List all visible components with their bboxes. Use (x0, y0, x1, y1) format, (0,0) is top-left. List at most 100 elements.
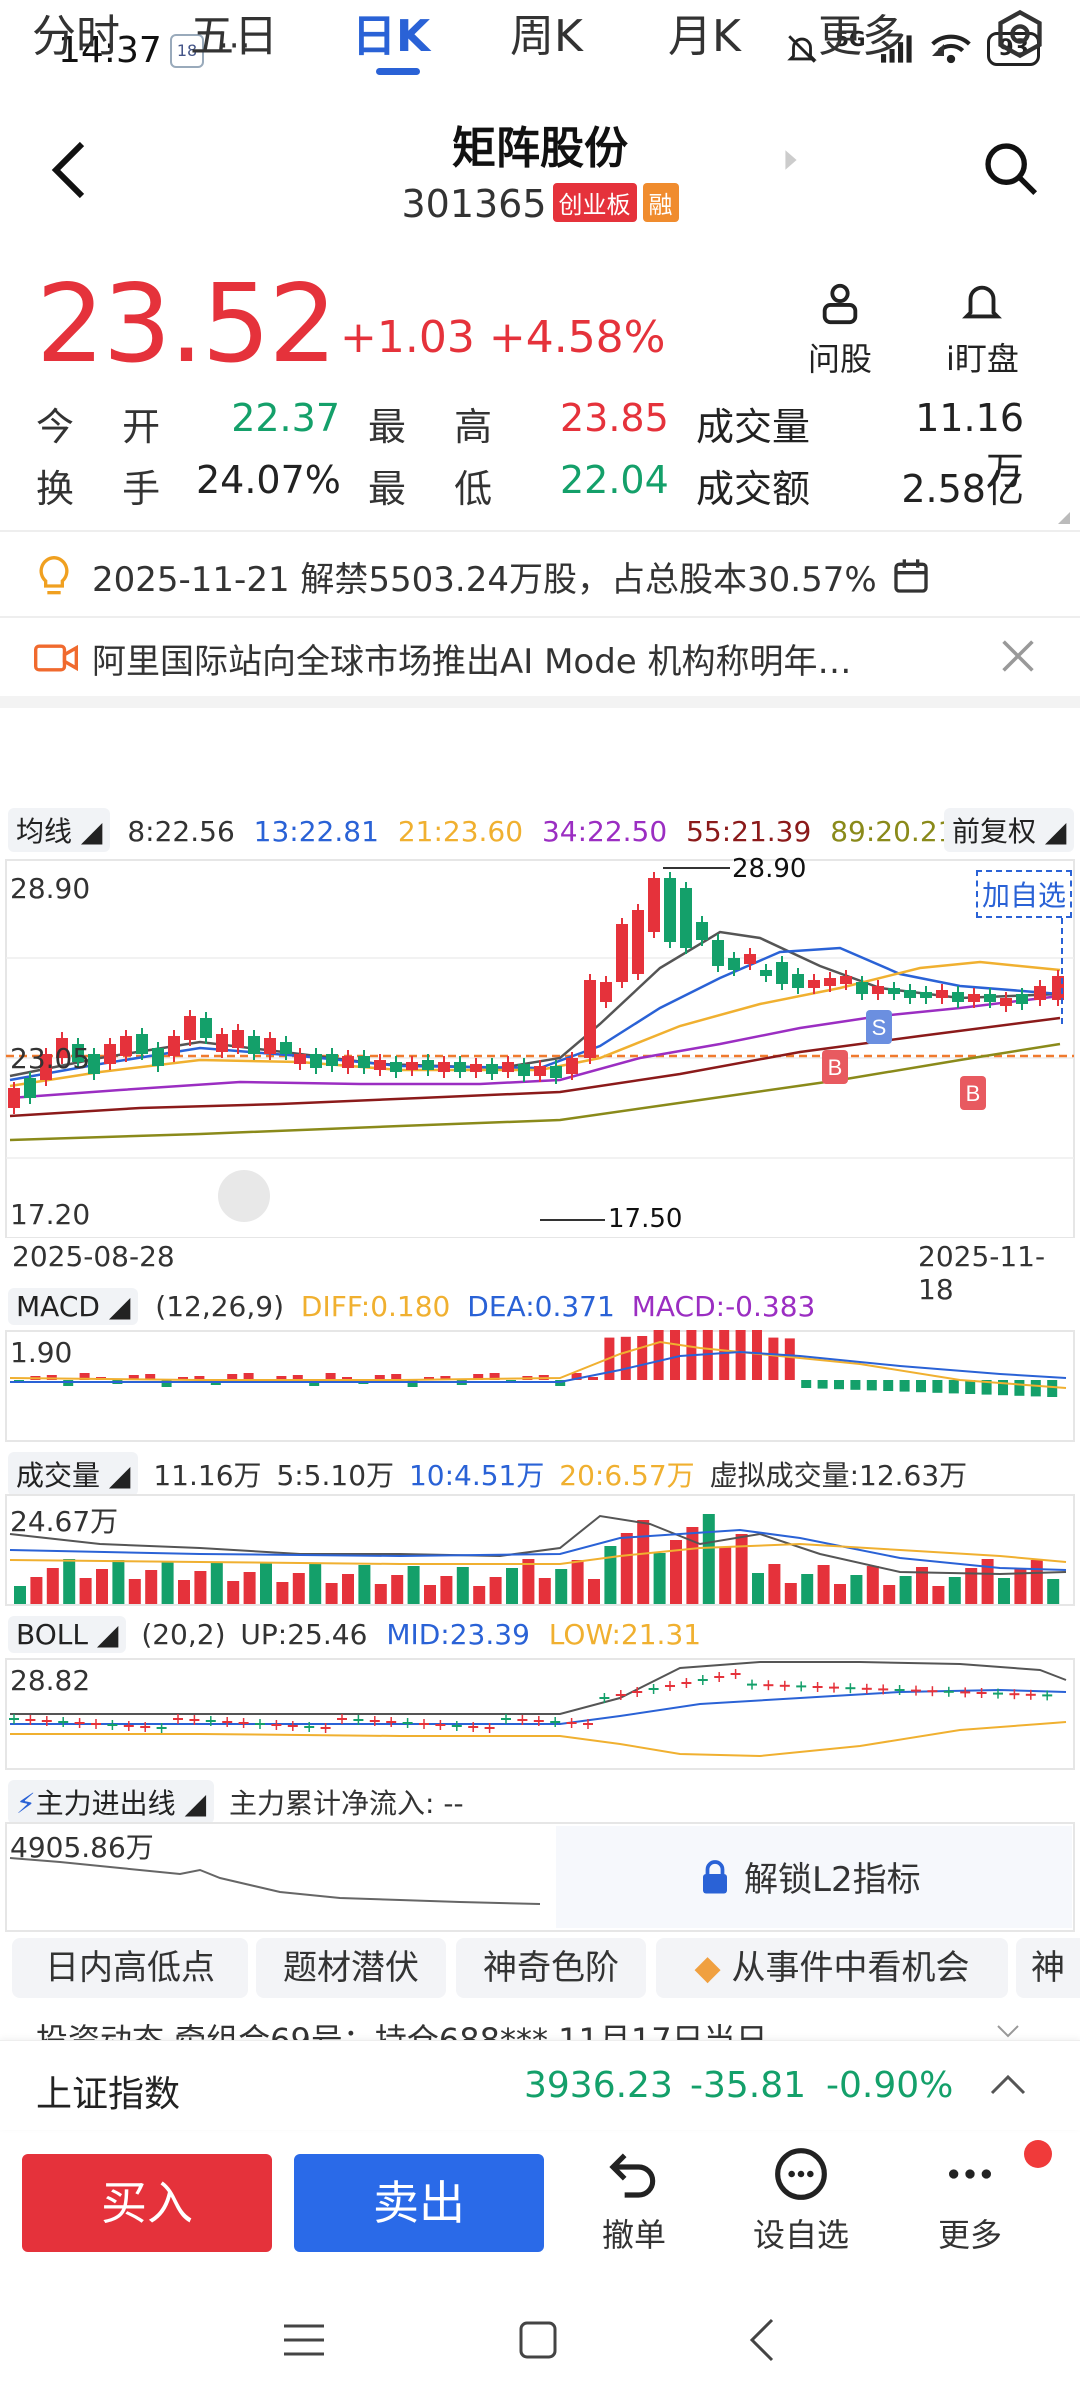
candle-body (24, 1078, 36, 1098)
home-nav-icon[interactable] (518, 2320, 558, 2360)
candle-body (88, 1054, 100, 1074)
tab-five-day[interactable]: 五日 (190, 11, 278, 62)
volume-bar (538, 1578, 551, 1604)
buy-signal-icon (822, 1050, 848, 1084)
cancel-order-button[interactable]: 撤单 (584, 2146, 684, 2256)
volume-value: 11.16万 (915, 396, 1024, 493)
sell-signal-icon: S (872, 1015, 887, 1040)
volume-bar (1014, 1569, 1027, 1604)
tab-more[interactable]: 更多 (818, 11, 906, 62)
boll-low-line (10, 1721, 1067, 1758)
volume-bar (604, 1546, 617, 1604)
news-ticker[interactable]: 投资动态 牵组合69号：持仓688*** 11月17日当日 (36, 2021, 768, 2040)
volume-bar (850, 1575, 863, 1604)
macd-bar (719, 1330, 730, 1380)
volume-bar (981, 1559, 994, 1604)
volume-ma5: 5:5.10万 (276, 1459, 395, 1492)
divider (0, 616, 1080, 618)
macd-bar (620, 1336, 631, 1380)
sell-signal-icon (866, 1010, 892, 1044)
ma-toggle[interactable]: 均线 ◢ (8, 808, 111, 852)
volume-ma20-line (9, 1542, 1067, 1565)
macd-toggle[interactable]: MACD ◢ (8, 1288, 139, 1325)
event-opportunity-button[interactable]: ◆ 从事件中看机会 (656, 1938, 1008, 1998)
volume-bar (227, 1581, 240, 1604)
unlock-l2-button[interactable]: 解锁L2指标 (700, 1852, 921, 1901)
calendar-icon[interactable] (891, 556, 931, 596)
ma34-line (9, 994, 1061, 1100)
more-button[interactable]: 更多 (920, 2146, 1020, 2256)
candle-body (104, 1044, 116, 1064)
candle-body (856, 982, 868, 994)
search-icon[interactable] (982, 140, 1040, 198)
tab-monthly-k[interactable]: 月K (668, 11, 741, 62)
macd-bar (850, 1380, 861, 1390)
volume-bar (932, 1586, 945, 1604)
menu-nav-icon[interactable] (282, 2322, 326, 2358)
lock-icon (703, 1859, 727, 1893)
volume-bar (1030, 1560, 1043, 1604)
kline-chart[interactable]: S B B (0, 858, 1080, 1238)
color-scale-button[interactable]: 神奇色阶 (456, 1938, 646, 1998)
add-watch-button[interactable]: 加自选 (976, 870, 1073, 918)
buy-signal-icon: B (828, 1055, 843, 1080)
chevron-down-icon[interactable] (996, 2024, 1020, 2038)
tab-daily-k[interactable]: 日K (352, 11, 431, 62)
unlock-notice[interactable]: 2025-11-21 解禁5503.24万股，占总股本30.57% (0, 538, 1080, 614)
volume-bar (342, 1574, 354, 1604)
volume-bar (817, 1565, 830, 1604)
ma21-line (9, 960, 1061, 1088)
ma-legend: 均线 ◢ 8:22.56 13:22.81 21:23.60 34:22.50 … (8, 808, 955, 852)
volume-bar (489, 1577, 502, 1604)
theme-ambush-button[interactable]: 题材潜伏 (256, 1938, 446, 1998)
fund-flow-toggle[interactable]: ⚡主力进出线 ◢ (8, 1780, 215, 1824)
expand-corner-icon[interactable] (1058, 512, 1070, 524)
candle-body (534, 1066, 546, 1076)
news-notice[interactable]: 阿里国际站向全球市场推出AI Mode 机构称明年… (0, 620, 1080, 696)
boll-chart[interactable] (0, 1658, 1080, 1770)
back-nav-icon[interactable] (748, 2318, 776, 2362)
ma89-value: 89:20.21 (830, 815, 956, 848)
close-icon[interactable] (1000, 638, 1036, 674)
ma8-value: 8:22.56 (127, 815, 235, 848)
intraday-high-low-button[interactable]: 日内高低点 (12, 1938, 248, 1998)
macd-y-top: 1.90 (10, 1336, 73, 1369)
watch-button[interactable]: i盯盘 (946, 280, 1019, 380)
tab-weekly-k[interactable]: 周K (510, 11, 583, 62)
index-bar[interactable]: 上证指数 3936.23 -35.81 -0.90% (0, 2040, 1080, 2130)
settings-hexagon-icon[interactable] (994, 8, 1046, 60)
candle-body (584, 980, 596, 1058)
macd-bar (965, 1380, 976, 1394)
more-indicator-button[interactable]: 神 (1016, 1938, 1080, 1998)
next-stock-arrow-icon[interactable] (784, 150, 798, 170)
candle-body (40, 1054, 52, 1080)
adjust-toggle[interactable]: 前复权 ◢ (944, 808, 1075, 852)
chart-logo-icon (218, 1170, 270, 1222)
section-separator (0, 696, 1080, 708)
volume-bar (473, 1586, 486, 1604)
candle-body (152, 1048, 164, 1066)
sell-button[interactable]: 卖出 (294, 2154, 544, 2252)
volume-bar (358, 1565, 371, 1604)
candle-body (792, 974, 804, 988)
chevron-up-icon[interactable] (990, 2073, 1026, 2095)
macd-bar (145, 1374, 156, 1380)
board-tag: 创业板 (552, 183, 637, 222)
macd-bar (981, 1380, 992, 1395)
boll-toggle[interactable]: BOLL ◢ (8, 1616, 127, 1653)
add-favorite-button[interactable]: 设自选 (738, 2146, 864, 2256)
boll-legend: BOLL ◢ (20,2) UP:25.46 MID:23.39 LOW:21.… (8, 1616, 701, 1653)
open-label: 今 开 (36, 405, 179, 449)
ask-stock-button[interactable]: 问股 (808, 280, 872, 380)
ma13-value: 13:22.81 (253, 815, 379, 848)
buy-button[interactable]: 买入 (22, 2154, 272, 2252)
volume-chart[interactable] (0, 1494, 1080, 1606)
candle-body (120, 1036, 132, 1056)
macd-chart[interactable] (0, 1330, 1080, 1442)
tab-intraday[interactable]: 分时 (32, 11, 120, 62)
notification-badge-icon: 18 (170, 34, 204, 68)
candle-body (358, 1056, 370, 1068)
amount-label: 成交额 (696, 467, 811, 511)
volume-toggle[interactable]: 成交量 ◢ (8, 1452, 139, 1496)
back-arrow-icon[interactable] (50, 140, 90, 200)
